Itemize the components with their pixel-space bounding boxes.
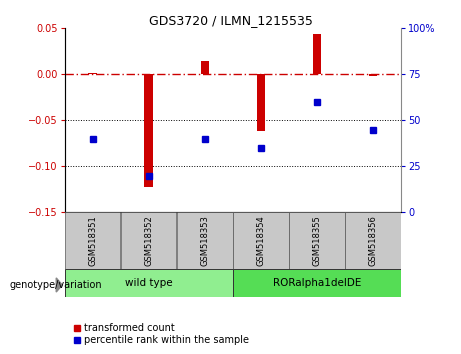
Bar — [233, 212, 289, 269]
Text: GSM518356: GSM518356 — [368, 215, 378, 266]
Text: GSM518355: GSM518355 — [313, 215, 321, 266]
Bar — [257, 74, 265, 131]
Bar — [313, 34, 321, 74]
Bar — [89, 73, 97, 74]
Text: GSM518353: GSM518353 — [200, 215, 209, 266]
Bar — [345, 212, 401, 269]
Text: genotype/variation: genotype/variation — [9, 280, 102, 290]
Bar — [369, 74, 377, 76]
Text: GSM518352: GSM518352 — [144, 215, 153, 266]
Text: RORalpha1delDE: RORalpha1delDE — [273, 278, 361, 288]
Bar — [65, 269, 232, 297]
Bar — [65, 212, 120, 269]
Bar — [233, 269, 401, 297]
Text: GDS3720 / ILMN_1215535: GDS3720 / ILMN_1215535 — [148, 14, 313, 27]
Bar — [289, 212, 345, 269]
Text: GSM518354: GSM518354 — [256, 215, 266, 266]
Text: wild type: wild type — [125, 278, 172, 288]
Bar — [177, 212, 232, 269]
Bar — [201, 61, 209, 74]
Legend: transformed count, percentile rank within the sample: transformed count, percentile rank withi… — [70, 319, 253, 349]
Bar — [121, 212, 177, 269]
Text: GSM518351: GSM518351 — [88, 215, 97, 266]
Polygon shape — [56, 278, 62, 292]
Bar — [144, 74, 153, 187]
